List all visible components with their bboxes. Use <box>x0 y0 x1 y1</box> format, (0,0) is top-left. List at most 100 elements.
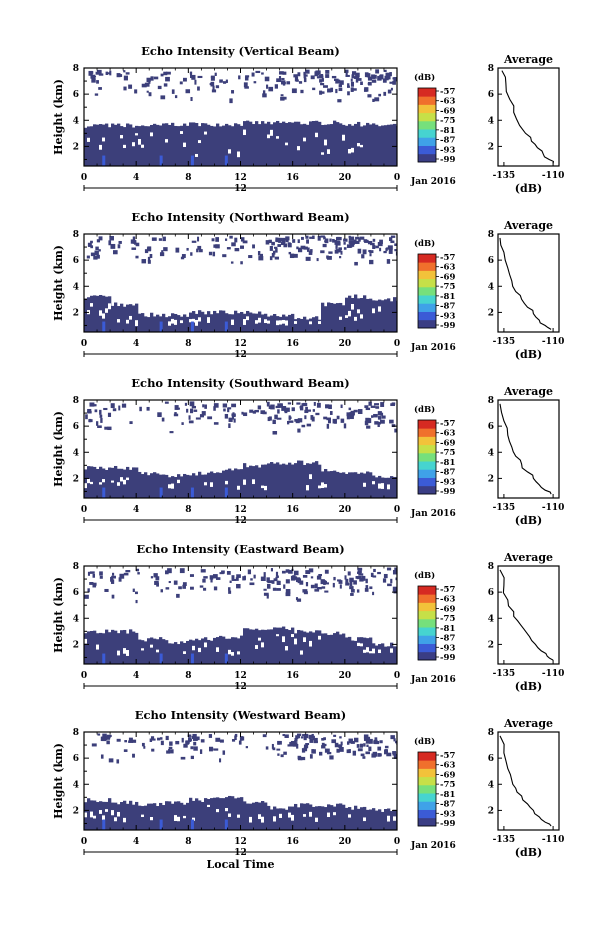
echo-speckle <box>112 572 115 576</box>
echo-column <box>225 797 229 830</box>
y-tick-label: 4 <box>73 116 79 126</box>
echo-column <box>162 805 166 830</box>
average-y-tick-label: 8 <box>488 562 494 572</box>
echo-speckle <box>303 733 309 739</box>
echo-speckle <box>160 73 164 77</box>
echo-speckle <box>238 75 241 80</box>
echo-column <box>258 124 262 166</box>
colorbar-tick-label: -63 <box>440 429 455 439</box>
colorbar-frame <box>417 87 437 163</box>
echo-speckle <box>97 733 101 736</box>
echo-speckle <box>104 588 109 592</box>
colorbar-unit: (dB) <box>414 72 435 83</box>
echo-speckle <box>117 244 121 249</box>
echo-column <box>138 126 142 166</box>
average-frame <box>497 399 560 499</box>
echo-column <box>135 467 139 498</box>
echo-speckle <box>262 90 266 94</box>
echo-gap <box>381 483 384 489</box>
echo-speckle <box>353 239 357 244</box>
echo-speckle <box>240 261 243 265</box>
echo-speckle <box>179 81 183 85</box>
x-tick-label: 0 <box>81 339 87 349</box>
echo-gap <box>183 651 186 654</box>
echo-column <box>246 467 250 498</box>
average-x-tick-label: -135 <box>493 171 516 181</box>
echo-column <box>102 468 106 498</box>
colorbar-tick-label: -75 <box>440 116 455 126</box>
echo-column <box>123 306 127 332</box>
echo-speckle <box>315 412 320 416</box>
echo-speckle <box>134 89 138 94</box>
echo-speckle <box>189 408 194 414</box>
echo-column <box>141 313 145 332</box>
echo-column <box>363 295 367 332</box>
echo-speckle <box>188 737 192 742</box>
echo-speckle <box>275 571 279 577</box>
echo-speckle <box>190 755 194 760</box>
echo-column <box>207 124 211 166</box>
echo-column <box>324 124 328 166</box>
echo-speckle <box>157 85 162 90</box>
echo-speckle <box>241 411 244 415</box>
echo-gap <box>348 310 351 317</box>
echo-column <box>144 316 148 332</box>
echo-speckle <box>387 583 392 587</box>
x-tick-label: 8 <box>185 339 191 349</box>
echo-speckle <box>96 421 99 426</box>
echo-speckle <box>219 758 222 763</box>
echo-column <box>273 627 277 664</box>
echo-speckle <box>286 420 290 425</box>
y-tick-label: 2 <box>73 474 79 484</box>
echo-speckle <box>308 734 312 739</box>
echo-column <box>153 316 157 332</box>
echo-gap <box>324 484 327 488</box>
colorbar-swatch <box>418 295 436 304</box>
echo-strong-streak <box>102 155 106 166</box>
echo-speckle <box>375 69 380 74</box>
echo-column <box>111 305 115 332</box>
echo-column <box>201 474 205 498</box>
echo-speckle <box>90 240 93 244</box>
echo-speckle <box>263 572 266 578</box>
echo-speckle <box>124 77 127 80</box>
echo-speckle <box>305 69 310 74</box>
echo-column <box>162 313 166 332</box>
echo-speckle <box>210 76 215 81</box>
echo-column <box>246 310 250 332</box>
echo-column <box>186 640 190 664</box>
echo-gap <box>297 146 300 151</box>
echo-column <box>219 472 223 498</box>
echo-speckle <box>116 738 121 742</box>
echo-gap <box>117 319 120 323</box>
echo-column <box>156 806 160 830</box>
echo-speckle <box>228 423 231 428</box>
echo-speckle <box>252 244 255 249</box>
echo-speckle <box>299 580 304 585</box>
echo-speckle <box>303 74 306 79</box>
echo-speckle <box>202 404 205 408</box>
echo-speckle <box>293 253 298 258</box>
echo-speckle <box>106 740 110 745</box>
echo-speckle <box>362 249 367 255</box>
echo-column <box>93 630 97 664</box>
echo-speckle <box>95 71 99 75</box>
echo-speckle <box>303 71 306 76</box>
echo-speckle <box>188 415 191 420</box>
echo-speckle <box>98 236 103 241</box>
echo-gap <box>93 815 96 819</box>
echo-speckle <box>150 76 154 81</box>
echo-column <box>111 629 115 664</box>
echo-speckle <box>182 77 187 82</box>
x-tick-label: 8 <box>185 837 191 847</box>
echo-column <box>378 809 382 830</box>
echo-speckle <box>364 87 369 92</box>
average-x-tick-label: -110 <box>542 669 565 679</box>
echo-column <box>309 631 313 664</box>
echo-speckle <box>225 79 228 83</box>
echo-column <box>312 317 316 332</box>
echo-column <box>351 809 355 830</box>
echo-speckle <box>170 749 174 754</box>
echo-speckle <box>389 419 394 424</box>
echo-column <box>339 634 343 664</box>
